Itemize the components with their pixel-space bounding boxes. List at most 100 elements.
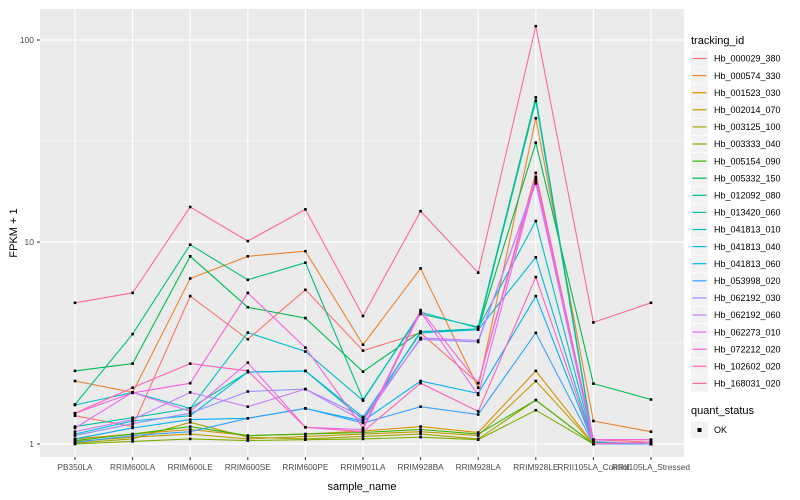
- data-point: [592, 438, 595, 441]
- legend-item: Hb_013420_060: [691, 204, 781, 221]
- data-point: [131, 425, 134, 428]
- plot-panel-layer: [40, 9, 684, 457]
- data-point: [534, 24, 538, 28]
- data-point: [304, 346, 307, 349]
- data-point: [534, 219, 538, 223]
- legend-item: Hb_041813_060: [691, 255, 781, 272]
- data-point: [131, 416, 134, 419]
- legend-title-tracking-id: tracking_id: [691, 35, 744, 47]
- data-point: [131, 391, 134, 395]
- data-point: [534, 398, 538, 402]
- legend-item: Hb_001523_030: [691, 84, 781, 101]
- data-point: [649, 438, 653, 441]
- x-tick-label: RRIM600SE: [225, 462, 272, 472]
- data-point: [246, 405, 250, 408]
- data-point: [534, 369, 538, 373]
- data-point: [361, 349, 365, 352]
- data-point: [73, 426, 77, 430]
- data-point: [131, 435, 134, 439]
- data-point: [188, 411, 192, 415]
- x-tick-label: RRII105LA_Stressed: [612, 462, 690, 472]
- data-point: [304, 432, 307, 436]
- data-point: [419, 338, 422, 341]
- x-tick-label: RRIM600PE: [282, 462, 329, 472]
- data-point: [73, 301, 77, 305]
- legend-item-label: Hb_013420_060: [714, 208, 781, 218]
- data-point: [534, 256, 538, 259]
- data-point: [419, 430, 422, 433]
- x-tick-label: RRIM901LA: [340, 462, 386, 472]
- legend-item-label: Hb_102602_020: [714, 362, 781, 372]
- data-point: [534, 141, 538, 144]
- x-tick-label: PB350LA: [57, 462, 93, 472]
- data-point: [534, 175, 538, 179]
- legend-item-label: Hb_062273_010: [714, 327, 781, 337]
- data-point: [188, 277, 192, 280]
- data-point: [246, 331, 250, 334]
- legend-item-label: Hb_000029_380: [714, 54, 781, 64]
- data-point: [73, 430, 77, 433]
- data-point: [649, 301, 653, 305]
- x-tick-label: RRII105LA_Control: [557, 462, 629, 472]
- data-point: [361, 432, 365, 436]
- data-point: [304, 350, 307, 353]
- data-point: [476, 271, 480, 274]
- data-point: [592, 440, 595, 443]
- data-point: [476, 326, 480, 330]
- legend-item-label: Hb_000574_330: [714, 71, 781, 81]
- data-point: [304, 316, 307, 320]
- data-point: [131, 426, 134, 430]
- data-point: [649, 442, 653, 446]
- legend-item: Hb_168031_020: [691, 375, 781, 392]
- data-point: [592, 442, 595, 446]
- data-point: [246, 437, 250, 441]
- legend-item: Hb_000029_380: [691, 50, 781, 67]
- legend-item-label: Hb_005332_150: [714, 173, 781, 183]
- data-point: [419, 381, 422, 385]
- data-point: [131, 434, 134, 437]
- data-point: [73, 442, 77, 446]
- legend-item-label: Hb_041813_010: [714, 225, 781, 235]
- legend-item-ok: OK: [691, 421, 727, 439]
- legend-item-label: Hb_072212_020: [714, 344, 781, 354]
- data-point: [188, 414, 192, 417]
- data-point: [188, 421, 192, 424]
- data-point: [246, 434, 250, 437]
- data-point: [592, 321, 595, 324]
- data-point: [419, 432, 422, 436]
- data-point: [73, 432, 77, 436]
- x-tick-label: RRIM600LE: [168, 462, 214, 472]
- data-point: [304, 369, 307, 373]
- data-point: [534, 179, 538, 183]
- data-point: [534, 379, 538, 383]
- data-point: [534, 275, 538, 279]
- data-point: [304, 208, 307, 211]
- data-point: [304, 387, 307, 391]
- data-point: [419, 209, 422, 213]
- data-point: [188, 381, 192, 385]
- data-point: [188, 418, 192, 421]
- data-point: [476, 381, 480, 385]
- data-point: [419, 336, 422, 340]
- data-point: [246, 278, 250, 282]
- legend-item: Hb_003333_040: [691, 135, 781, 153]
- data-point: [188, 243, 192, 246]
- data-point: [188, 410, 192, 413]
- data-point: [419, 379, 422, 383]
- data-point: [476, 393, 480, 397]
- data-point: [419, 425, 422, 428]
- data-point: [73, 411, 77, 415]
- y-tick-label: 100: [20, 35, 34, 45]
- x-tick-label: RRIM928LE: [513, 462, 559, 472]
- data-point: [476, 432, 480, 436]
- data-point: [304, 426, 307, 429]
- data-point: [534, 294, 538, 298]
- x-tick-label: RRIM600LA: [110, 462, 156, 472]
- data-point: [476, 413, 480, 416]
- data-point: [131, 437, 134, 441]
- data-point: [534, 408, 538, 412]
- data-point: [419, 330, 422, 333]
- data-point: [592, 382, 595, 385]
- legend-item: Hb_002014_070: [691, 101, 781, 118]
- data-point: [361, 370, 365, 373]
